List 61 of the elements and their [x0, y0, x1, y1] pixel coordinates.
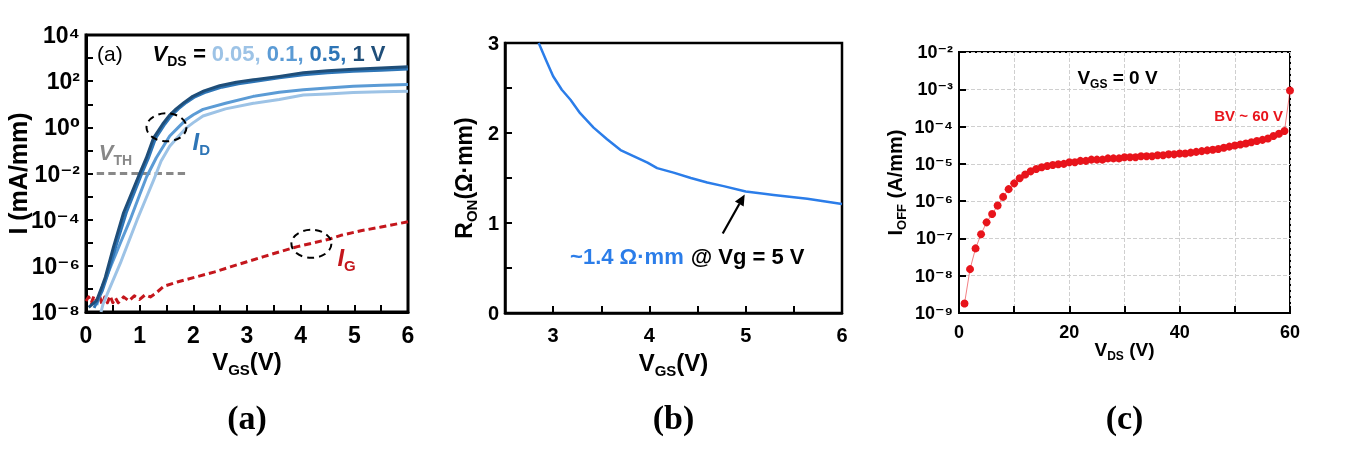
point [1015, 174, 1024, 183]
y-axis-title: IOFF (A/mm) [884, 129, 909, 236]
point [971, 244, 980, 253]
point [960, 299, 969, 308]
x-tick-label: 4 [643, 324, 656, 346]
y-axis-title: RON(Ω·mm) [451, 117, 480, 239]
y-tick-label: 10⁻⁷ [916, 228, 953, 249]
y-tick-label: 10⁻² [34, 160, 81, 187]
y-tick-label: 10⁻⁵ [915, 153, 953, 174]
annotation: @ Vg = 5 V [690, 244, 805, 269]
annotation: BV ~ 60 V [1214, 106, 1283, 124]
y-tick-label: 2 [487, 122, 499, 144]
series-label: 0.05, [211, 40, 261, 66]
y-tick-label: 10⁻² [917, 42, 953, 62]
point [1286, 86, 1294, 95]
x-tick-label: 6 [401, 322, 415, 348]
point [988, 210, 997, 219]
point [993, 201, 1002, 210]
point [1010, 179, 1019, 188]
y-tick-label: 10⁻⁸ [914, 265, 953, 286]
annotation: ~1.4 Ω·mm [570, 244, 684, 269]
x-tick-label: 5 [740, 324, 752, 346]
point [982, 218, 991, 227]
point [1004, 185, 1013, 194]
x-tick-label: 20 [1059, 321, 1080, 342]
x-tick-label: 4 [294, 322, 308, 348]
point [966, 265, 975, 274]
y-tick-label: 3 [487, 32, 499, 54]
y-tick-label: 10⁻⁴ [914, 116, 953, 137]
x-tick-label: 40 [1169, 321, 1190, 342]
text: (c) [1105, 398, 1144, 437]
x-tick-label: 60 [1279, 321, 1301, 342]
y-tick-label: 10² [46, 68, 81, 95]
x-tick-label: 6 [836, 324, 848, 346]
y-tick-label: 10⁻³ [917, 79, 953, 100]
point [1280, 127, 1289, 136]
text: (a) [227, 398, 267, 437]
y-axis-title: I (mA/mm) [3, 112, 32, 235]
annotation: (a) [97, 41, 123, 65]
text: (b) [652, 398, 695, 437]
y-tick-label: 10⁻⁸ [31, 299, 80, 325]
series-label: 0.1, [266, 40, 304, 66]
point [977, 230, 986, 239]
y-tick-label: 10⁻⁶ [31, 252, 80, 279]
y-tick-label: 10⁴ [43, 22, 80, 48]
x-tick-label: 5 [347, 322, 361, 348]
y-tick-label: 0 [487, 302, 499, 324]
y-tick-label: 10⁻⁹ [914, 303, 953, 323]
y-tick-label: 10⁰ [44, 114, 80, 141]
x-tick-label: 1 [133, 322, 147, 348]
series-label: 1 V [352, 40, 386, 66]
line-series [537, 41, 844, 206]
point [999, 192, 1008, 201]
y-tick-label: 10⁻⁶ [915, 191, 953, 212]
x-tick-label: 3 [240, 322, 254, 348]
x-tick-label: 2 [186, 322, 200, 348]
series-label: 0.5, [309, 40, 347, 66]
y-tick-label: 1 [487, 212, 499, 234]
x-tick-label: 3 [547, 324, 559, 346]
point [1274, 129, 1283, 138]
line-series [84, 220, 410, 307]
